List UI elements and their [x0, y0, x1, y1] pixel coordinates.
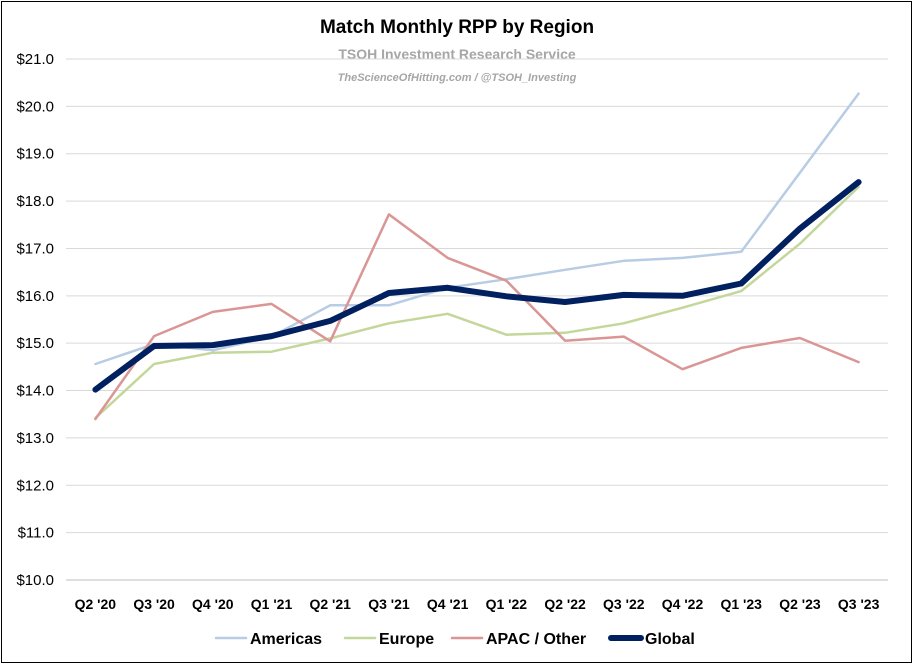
y-axis: $10.0 $11.0 $12.0 $13.0 $14.0 $15.0 $16.0 $17.0… [16, 51, 54, 589]
y-tick-label: $19.0 [16, 146, 54, 163]
x-tick-label: Q4 '21 [427, 596, 469, 612]
chart-credit: TheScienceOfHitting.com / @TSOH_Investin… [338, 72, 577, 84]
chart-subtitle: TSOH Investment Research Service [338, 46, 576, 62]
y-tick-label: $15.0 [16, 335, 54, 352]
legend-label-apac-other: APAC / Other [486, 631, 586, 648]
y-tick-label: $11.0 [18, 525, 54, 542]
x-tick-label: Q3 '21 [368, 596, 410, 612]
y-tick-label: $13.0 [16, 430, 54, 447]
x-tick-label: Q3 '22 [603, 596, 645, 612]
x-tick-label: Q2 '21 [309, 596, 351, 612]
legend: Americas Europe APAC / Other Global [214, 631, 695, 648]
x-tick-label: Q2 '20 [75, 596, 117, 612]
x-tick-label: Q2 '22 [544, 596, 586, 612]
x-tick-label: Q4 '22 [662, 596, 704, 612]
x-tick-label: Q1 '22 [486, 596, 528, 612]
y-tick-label: $12.0 [16, 477, 54, 494]
y-tick-label: $20.0 [16, 98, 54, 115]
series-line-apac-other [94, 213, 860, 421]
y-tick-label: $21.0 [16, 51, 54, 68]
x-tick-label: Q3 '23 [838, 596, 880, 612]
series-line-europe [94, 185, 860, 420]
y-tick-label: $16.0 [16, 288, 54, 305]
series-lines [92, 92, 862, 421]
series-line-global [92, 179, 862, 393]
x-tick-label: Q2 '23 [779, 596, 821, 612]
legend-label-europe: Europe [379, 631, 434, 648]
x-tick-label: Q3 '20 [133, 596, 175, 612]
x-tick-label: Q1 '21 [251, 596, 293, 612]
x-tick-label: Q1 '23 [720, 596, 762, 612]
x-tick-label: Q4 '20 [192, 596, 234, 612]
series-line-americas [94, 92, 860, 366]
y-tick-label: $17.0 [16, 240, 54, 257]
y-tick-label: $10.0 [16, 572, 54, 589]
chart-title: Match Monthly RPP by Region [320, 17, 594, 38]
legend-label-americas: Americas [250, 631, 322, 648]
x-axis: Q2 '20 Q3 '20 Q4 '20 Q1 '21 Q2 '21 Q3 '21 Q4 '… [75, 596, 880, 612]
y-tick-label: $14.0 [16, 383, 54, 400]
gridlines [66, 58, 888, 581]
y-tick-label: $18.0 [16, 193, 54, 210]
legend-label-global: Global [645, 631, 695, 648]
